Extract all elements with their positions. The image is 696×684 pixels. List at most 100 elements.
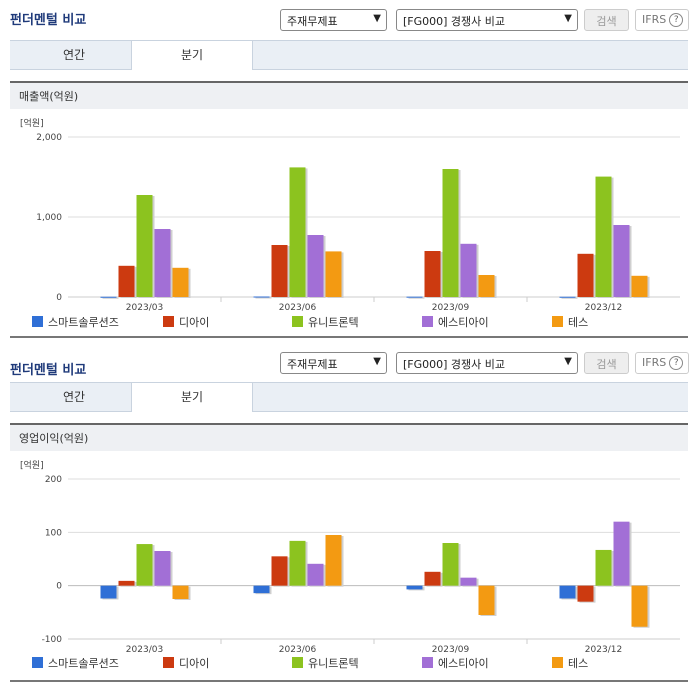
statement-select[interactable]: 주재무제표 ▼ — [280, 9, 387, 31]
bar[interactable] — [424, 571, 441, 586]
legend-swatch — [422, 316, 433, 327]
chevron-down-icon: ▼ — [373, 356, 381, 367]
legend-label: 디아이 — [179, 657, 210, 670]
bar[interactable] — [559, 585, 576, 599]
bar[interactable] — [631, 275, 648, 297]
fundamental-panel-operating-profit: 펀더멘털 비교 주재무제표 ▼ [FG000] 경쟁사 비교 ▼ 검색 IFRS… — [0, 342, 696, 684]
bar[interactable] — [253, 296, 270, 298]
y-tick-label: 1,000 — [36, 213, 62, 223]
help-icon[interactable]: ? — [669, 356, 684, 370]
tab-quarterly[interactable]: 분기 — [131, 383, 253, 412]
legend-item[interactable]: 에스티아이 — [422, 655, 489, 671]
y-tick-label: 0 — [56, 293, 62, 303]
bar[interactable] — [595, 176, 612, 297]
ifrs-button[interactable]: IFRS? — [635, 9, 689, 31]
bar[interactable] — [307, 563, 324, 586]
compare-select[interactable]: [FG000] 경쟁사 비교 ▼ — [396, 352, 578, 374]
tab-annual[interactable]: 연간 — [62, 48, 86, 62]
period-tabs: 연간 분기 — [10, 40, 688, 70]
bar[interactable] — [271, 556, 288, 586]
search-button[interactable]: 검색 — [584, 9, 629, 31]
y-tick-label: 2,000 — [36, 133, 62, 143]
legend-item[interactable]: 유니트론텍 — [292, 655, 359, 671]
legend-label: 디아이 — [179, 316, 210, 329]
search-button[interactable]: 검색 — [584, 352, 629, 374]
bar[interactable] — [100, 296, 117, 298]
bar[interactable] — [424, 251, 441, 297]
statement-select-value: 주재무제표 — [287, 358, 338, 371]
bar[interactable] — [118, 265, 135, 297]
legend-swatch — [422, 657, 433, 668]
bar[interactable] — [613, 521, 630, 586]
compare-select-value: [FG000] 경쟁사 비교 — [403, 15, 506, 28]
legend-label: 스마트솔루션즈 — [48, 316, 119, 329]
bar[interactable] — [460, 243, 477, 297]
legend-item[interactable]: 스마트솔루션즈 — [32, 655, 119, 671]
bar[interactable] — [478, 275, 495, 297]
bar[interactable] — [271, 245, 288, 297]
bar[interactable] — [136, 195, 153, 297]
compare-select-value: [FG000] 경쟁사 비교 — [403, 358, 506, 371]
bar[interactable] — [559, 296, 576, 298]
bar[interactable] — [577, 585, 594, 602]
x-tick-label: 2023/06 — [279, 645, 317, 655]
bar[interactable] — [478, 585, 495, 615]
legend-swatch — [292, 316, 303, 327]
bar[interactable] — [172, 585, 189, 599]
compare-select[interactable]: [FG000] 경쟁사 비교 ▼ — [396, 9, 578, 31]
legend-swatch — [163, 316, 174, 327]
legend-item[interactable]: 스마트솔루션즈 — [32, 314, 119, 330]
bar[interactable] — [136, 544, 153, 586]
legend-item[interactable]: 에스티아이 — [422, 314, 489, 330]
legend-item[interactable]: 테스 — [552, 314, 588, 330]
bar[interactable] — [577, 253, 594, 297]
ifrs-label: IFRS — [642, 13, 667, 26]
bar[interactable] — [154, 551, 171, 586]
bar[interactable] — [442, 543, 459, 586]
statement-select[interactable]: 주재무제표 ▼ — [280, 352, 387, 374]
chart-legend: 스마트솔루션즈 디아이 유니트론텍 에스티아이 테스 — [30, 314, 670, 330]
bar[interactable] — [406, 296, 423, 298]
x-tick-label: 2023/12 — [585, 303, 622, 312]
bar[interactable] — [460, 577, 477, 586]
chevron-down-icon: ▼ — [373, 13, 381, 24]
bar[interactable] — [289, 167, 306, 297]
operating-profit-bar-chart: [억원] -100 0 100 200 2023/03 2023/06 2023/09 2023… — [20, 459, 680, 655]
bar[interactable] — [406, 585, 423, 590]
chevron-down-icon: ▼ — [564, 13, 572, 24]
help-icon[interactable]: ? — [669, 13, 684, 27]
bar[interactable] — [631, 585, 648, 627]
bar[interactable] — [118, 580, 135, 586]
legend-item[interactable]: 테스 — [552, 655, 588, 671]
bar[interactable] — [100, 585, 117, 599]
bar[interactable] — [595, 549, 612, 586]
statement-select-value: 주재무제표 — [287, 15, 338, 28]
tab-quarterly[interactable]: 분기 — [131, 41, 253, 70]
bar[interactable] — [325, 251, 342, 297]
legend-item[interactable]: 디아이 — [163, 314, 209, 330]
x-tick-label: 2023/09 — [432, 645, 470, 655]
legend-item[interactable]: 디아이 — [163, 655, 209, 671]
x-tick-label: 2023/03 — [126, 645, 163, 655]
bar[interactable] — [154, 229, 171, 297]
bar[interactable] — [253, 585, 270, 594]
legend-label: 테스 — [568, 316, 589, 329]
tab-annual[interactable]: 연간 — [62, 390, 86, 404]
bar[interactable] — [307, 235, 324, 297]
bar-shadow — [255, 297, 272, 299]
bar-shadow — [561, 297, 578, 299]
chevron-down-icon: ▼ — [564, 356, 572, 367]
bar[interactable] — [289, 540, 306, 586]
bar[interactable] — [325, 535, 342, 586]
legend-item[interactable]: 유니트론텍 — [292, 314, 359, 330]
bar-shadow — [102, 297, 119, 299]
bar[interactable] — [613, 225, 630, 297]
bar[interactable] — [172, 267, 189, 297]
legend-label: 유니트론텍 — [308, 316, 359, 329]
ifrs-button[interactable]: IFRS? — [635, 352, 689, 374]
divider — [10, 336, 688, 338]
bar-shadow — [408, 297, 425, 299]
bar[interactable] — [442, 169, 459, 297]
x-tick-label: 2023/12 — [585, 645, 622, 655]
legend-swatch — [292, 657, 303, 668]
